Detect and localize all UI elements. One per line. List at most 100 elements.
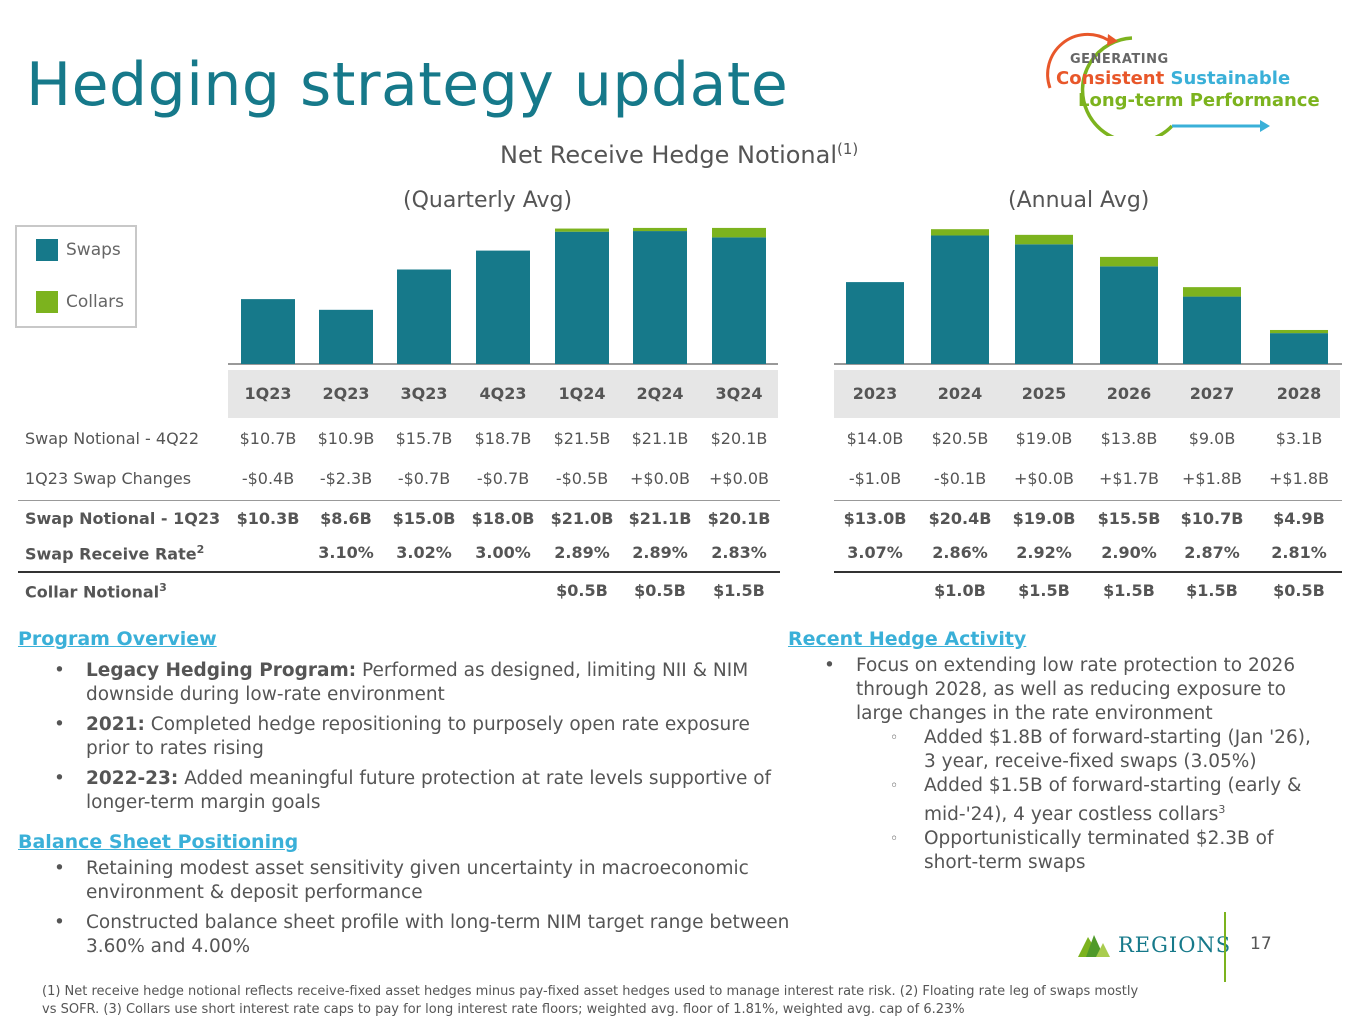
table-cell: +$0.0B	[629, 469, 690, 488]
year-header-band	[834, 370, 1340, 418]
regions-logo: REGIONS	[1076, 928, 1231, 962]
table-cell: +$0.0B	[1013, 469, 1074, 488]
bar-swaps-2Q24	[633, 231, 687, 364]
table-cell: 3.10%	[318, 543, 374, 562]
balance-sheet-item-text: Retaining modest asset sensitivity given…	[86, 858, 749, 903]
table-rule-q	[18, 571, 780, 573]
table-cell: -$0.7B	[397, 469, 451, 488]
balance-sheet-heading: Balance Sheet Positioning	[18, 831, 299, 853]
table-row-label-text: Swap Notional - 4Q22	[25, 429, 200, 448]
recent-activity-sublist: ◦ Added $1.8B of forward-starting (Jan '2…	[856, 726, 1326, 875]
table-cell: $0.5B	[634, 581, 686, 600]
table-header-2024: 2024	[937, 384, 983, 403]
program-overview-item-bold: 2022-23:	[86, 768, 179, 789]
bar-collars-1Q24	[555, 228, 609, 232]
quarterly-subtitle: (Quarterly Avg)	[403, 188, 573, 213]
table-row-label-text: Swap Receive Rate	[25, 544, 197, 564]
balance-sheet-list: • Retaining modest asset sensitivity give…	[54, 857, 816, 965]
program-overview-item-bold: 2021:	[86, 714, 145, 735]
table-cell: 2.83%	[711, 543, 767, 562]
bar-swaps-2024	[931, 235, 989, 364]
table-cell: 2.81%	[1271, 543, 1327, 562]
table-cell: $8.6B	[320, 509, 372, 528]
bullet-dot: •	[824, 655, 835, 676]
hedge-notional-bar-charts	[228, 227, 1342, 365]
table-row-label-text: 1Q23 Swap Changes	[25, 469, 192, 488]
table-cell: $1.5B	[1103, 581, 1155, 600]
chart-title-footnote-ref: (1)	[837, 140, 859, 158]
table-cell: -$1.0B	[848, 469, 902, 488]
table-cell: $20.1B	[710, 429, 768, 448]
program-overview-item-bold: Legacy Hedging Program:	[86, 660, 357, 681]
table-cell: -$0.7B	[476, 469, 530, 488]
table-cell: -$0.1B	[933, 469, 987, 488]
table-cell: +$1.8B	[1181, 469, 1242, 488]
table-cell: 2.89%	[632, 543, 688, 562]
table-cell: $10.9B	[317, 429, 375, 448]
table-cell: $21.0B	[550, 509, 614, 528]
table-cell: $21.1B	[628, 509, 692, 528]
table-header-4Q23: 4Q23	[479, 384, 527, 403]
sub-bullet-dot: ◦	[890, 730, 899, 746]
table-row-label: Swap Notional - 4Q22	[25, 429, 199, 448]
table-header-2026: 2026	[1106, 384, 1152, 403]
bar-collars-2025	[1015, 234, 1073, 245]
program-overview-list: • Legacy Hedging Program: Performed as de…	[54, 659, 776, 821]
bullet-dot: •	[54, 912, 65, 933]
table-header-2023: 2023	[852, 384, 898, 403]
bar-collars-3Q24	[712, 227, 766, 238]
chart-title-text: Net Receive Hedge Notional	[500, 141, 838, 169]
table-cell: $14.0B	[846, 429, 904, 448]
logo-sustainable: Sustainable	[1170, 68, 1291, 89]
table-header-1Q24: 1Q24	[558, 384, 606, 403]
recent-activity-heading: Recent Hedge Activity	[788, 628, 1027, 650]
table-cell: $13.0B	[843, 509, 907, 528]
table-cell: $4.9B	[1273, 509, 1325, 528]
bar-collars-2Q24	[633, 227, 687, 232]
logo-line1: GENERATING	[1070, 52, 1169, 67]
program-overview-item-text: Performed as designed, limiting NII & NI…	[86, 660, 749, 705]
recent-activity-item-text: Focus on extending low rate protection t…	[856, 655, 1296, 724]
table-header-2Q23: 2Q23	[322, 384, 370, 403]
table-cell: 3.02%	[396, 543, 452, 562]
bullet-dot: •	[54, 858, 65, 879]
bar-collars-2027	[1183, 287, 1241, 297]
bar-swaps-2025	[1015, 244, 1073, 364]
recent-activity-subitem-text: Opportunistically terminated $2.3B of sh…	[924, 828, 1274, 874]
bar-swaps-2Q23	[319, 309, 373, 364]
page-title: Hedging strategy update	[26, 50, 789, 120]
table-cell: $10.7B	[239, 429, 297, 448]
table-cell: $19.0B	[1012, 509, 1076, 528]
table-cell: $13.8B	[1100, 429, 1158, 448]
bar-collars-2028	[1270, 329, 1328, 334]
table-cell: $10.3B	[236, 509, 300, 528]
bar-collars-2024	[931, 229, 989, 236]
bar-swaps-2026	[1100, 266, 1158, 364]
recent-activity-subitem-text: Added $1.5B of forward-starting (early &…	[924, 775, 1302, 826]
balance-sheet-item-text: Constructed balance sheet profile with l…	[86, 912, 790, 957]
table-divider-q	[18, 500, 780, 501]
logo-consistent: Consistent	[1056, 68, 1165, 89]
regions-wordmark: REGIONS	[1118, 933, 1232, 957]
balance-sheet-item: • Constructed balance sheet profile with …	[54, 911, 816, 959]
logo-line2: Consistent Sustainable	[1056, 68, 1290, 89]
logo-line3: Long-term Performance	[1078, 90, 1320, 111]
quarter-header-band	[228, 370, 778, 418]
table-cell: -$2.3B	[319, 469, 373, 488]
table-cell: $1.5B	[1186, 581, 1238, 600]
bullet-dot: •	[54, 768, 65, 789]
table-row-label: Swap Receive Rate2	[25, 543, 204, 563]
balance-sheet-item: • Retaining modest asset sensitivity give…	[54, 857, 816, 905]
footnote: (1) Net receive hedge notional reflects …	[42, 984, 1139, 1017]
program-overview-heading: Program Overview	[18, 628, 217, 650]
recent-activity-subitem: ◦ Added $1.5B of forward-starting (early …	[890, 774, 1326, 827]
bar-swaps-4Q23	[476, 250, 530, 364]
annual-subtitle: (Annual Avg)	[1008, 188, 1150, 213]
table-cell: 2.87%	[1184, 543, 1240, 562]
table-cell: $20.1B	[707, 509, 771, 528]
footnote-ref: 3	[1218, 803, 1226, 816]
table-cell: +$1.8B	[1268, 469, 1329, 488]
table-row-label: Collar Notional3	[25, 581, 167, 601]
bullet-dot: •	[54, 714, 65, 735]
table-divider-a	[834, 500, 1342, 501]
